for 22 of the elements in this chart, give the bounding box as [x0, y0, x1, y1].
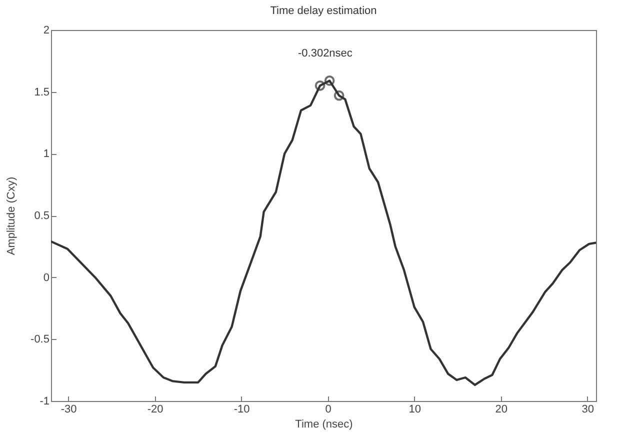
- x-tick-label: 20: [495, 404, 508, 416]
- y-tick-label: 1: [43, 148, 50, 160]
- x-tick-label: 0: [325, 404, 332, 416]
- point: [334, 90, 344, 101]
- y-tick-label: 0: [43, 272, 50, 284]
- x-tick-label: -10: [234, 404, 250, 416]
- annotation: -0.302nsec: [298, 48, 353, 60]
- x-axis-title: Time (nsec): [295, 418, 353, 430]
- y-axis-title: Amplitude (Cxy): [6, 176, 18, 256]
- chart-title: Time delay estimation: [270, 5, 377, 17]
- point: [324, 76, 335, 86]
- point: [314, 80, 326, 91]
- y-tick-label: -0.5: [30, 334, 50, 346]
- y-tick-label: 0.5: [34, 210, 50, 222]
- x-tick-label: -20: [147, 404, 164, 416]
- x-tick-label: 10: [408, 404, 421, 416]
- y-tick-label: 1.5: [34, 86, 50, 98]
- y-tick-label: -1: [40, 396, 50, 408]
- y-tick-label: 2: [43, 24, 50, 36]
- x-tick-label: -30: [60, 404, 77, 416]
- line-series: [51, 80, 596, 386]
- x-tick-label: 30: [582, 404, 594, 416]
